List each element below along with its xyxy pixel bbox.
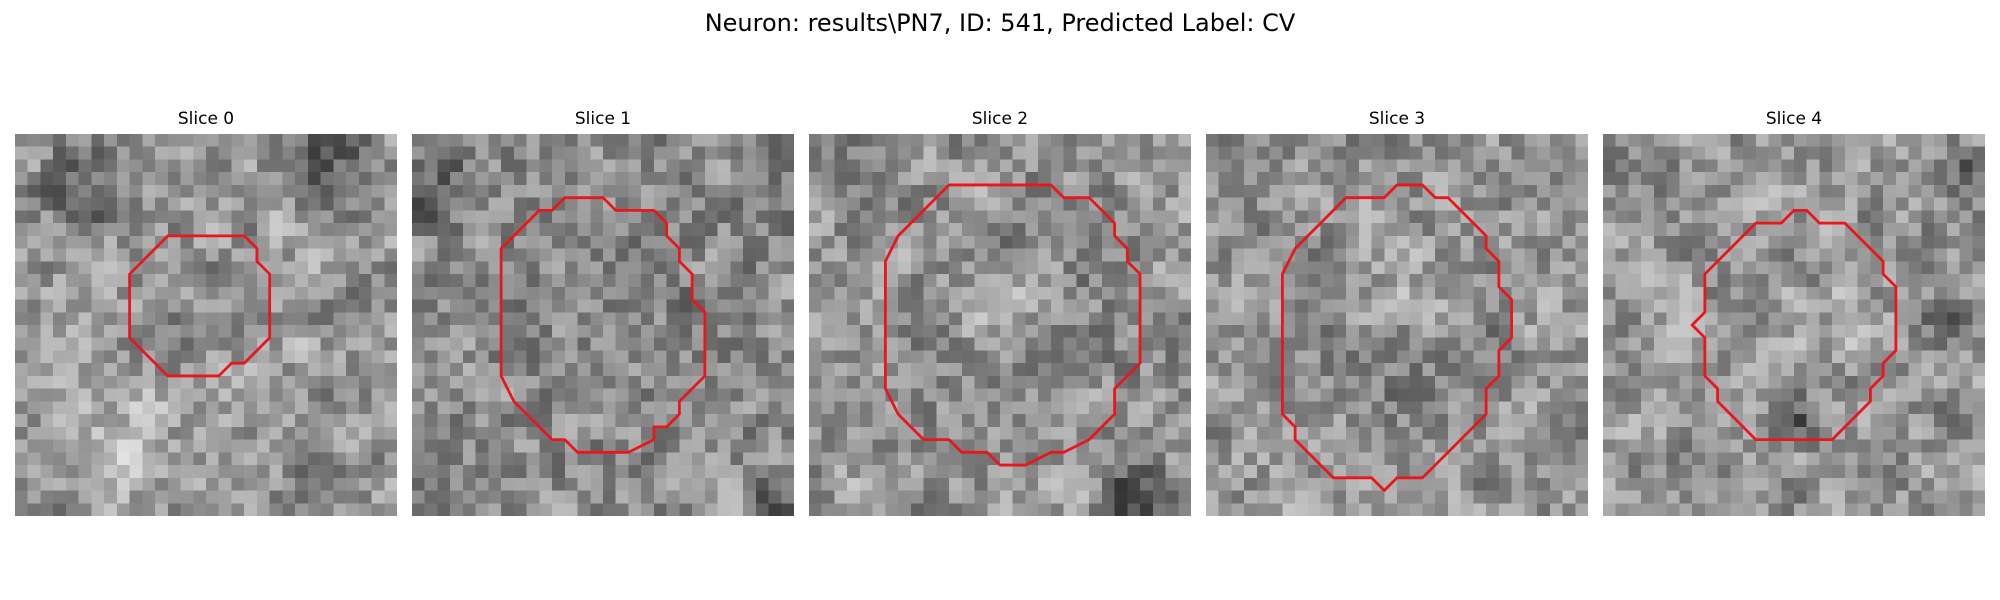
roi-contour: [1690, 208, 1898, 442]
pixel-grid: [412, 134, 794, 516]
pixel-grid: [1603, 134, 1985, 516]
slice-2-title: Slice 2: [971, 109, 1029, 129]
roi-contour: [128, 234, 272, 378]
slice-1-image: [412, 134, 794, 516]
pixel-grid: [15, 134, 397, 516]
roi-contour: [499, 196, 707, 454]
roi-contour: [1280, 183, 1514, 492]
slice-2-image: [809, 134, 1191, 516]
slice-4-image: [1603, 134, 1985, 516]
roi-contour: [883, 183, 1142, 467]
slice-1-title: Slice 1: [574, 109, 632, 129]
pixel-grid: [1206, 134, 1588, 516]
slice-3-image: [1206, 134, 1588, 516]
slice-0-title: Slice 0: [177, 109, 235, 129]
figure-title: Neuron: results\PN7, ID: 541, Predicted …: [704, 9, 1296, 37]
slice-4-title: Slice 4: [1765, 109, 1823, 129]
pixel-grid: [809, 134, 1191, 516]
slice-0-image: [15, 134, 397, 516]
slice-3-title: Slice 3: [1368, 109, 1426, 129]
